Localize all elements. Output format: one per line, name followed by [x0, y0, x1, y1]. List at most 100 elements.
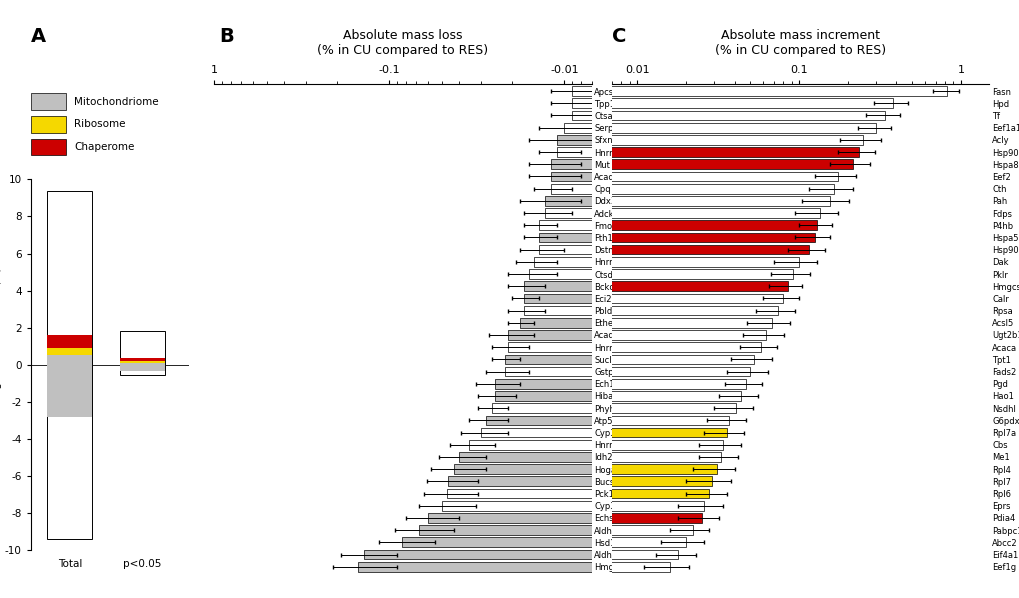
Title: Absolute mass loss
(% in CU compared to RES): Absolute mass loss (% in CU compared to …: [317, 29, 488, 57]
Bar: [0, 159, 852, 169]
Text: Mitochondriome: Mitochondriome: [74, 97, 159, 106]
Bar: [0, 562, 669, 572]
Bar: [572, 86, 1019, 96]
Bar: [550, 184, 1019, 194]
Bar: [550, 172, 1019, 181]
Bar: [358, 562, 1019, 572]
Bar: [494, 379, 1019, 389]
Bar: [120, 358, 165, 361]
Bar: [480, 428, 1019, 438]
Bar: [544, 208, 1019, 218]
Title: Absolute mass increment
(% in CU compared to RES): Absolute mass increment (% in CU compare…: [714, 29, 886, 57]
Bar: [0, 330, 765, 340]
Bar: [0, 172, 838, 181]
Bar: [0, 379, 745, 389]
Bar: [0, 281, 787, 291]
Bar: [544, 196, 1019, 206]
Bar: [0, 452, 720, 462]
Bar: [0, 245, 808, 255]
Bar: [0, 501, 703, 511]
Bar: [550, 159, 1019, 169]
Bar: [448, 477, 1019, 486]
Bar: [494, 391, 1019, 401]
Bar: [572, 111, 1019, 120]
Bar: [0, 111, 884, 120]
Text: A: A: [31, 27, 46, 46]
Bar: [47, 365, 92, 539]
Text: Chaperome: Chaperome: [74, 142, 135, 152]
Text: Ribosome: Ribosome: [74, 120, 125, 129]
Bar: [533, 257, 1019, 267]
Bar: [47, 365, 92, 417]
Bar: [0, 257, 798, 267]
Bar: [0, 269, 793, 279]
Bar: [564, 123, 1019, 133]
Bar: [556, 147, 1019, 157]
Bar: [0, 550, 678, 560]
Bar: [0, 538, 685, 547]
Bar: [418, 525, 1019, 535]
Bar: [0, 208, 819, 218]
Bar: [364, 550, 1019, 560]
Bar: [507, 330, 1019, 340]
Bar: [0, 428, 727, 438]
Bar: [0, 220, 816, 230]
Bar: [538, 233, 1019, 242]
Bar: [120, 331, 165, 365]
Bar: [504, 355, 1019, 364]
Bar: [0, 318, 771, 328]
Bar: [0, 196, 829, 206]
Bar: [524, 281, 1019, 291]
Bar: [453, 464, 1019, 474]
Bar: [0, 464, 716, 474]
Bar: [538, 220, 1019, 230]
Bar: [120, 365, 165, 371]
Bar: [556, 135, 1019, 145]
Bar: [528, 269, 1019, 279]
Bar: [469, 440, 1019, 450]
Bar: [0, 135, 862, 145]
Bar: [47, 355, 92, 365]
Bar: [0, 86, 946, 96]
Text: B: B: [219, 27, 233, 46]
Bar: [0, 367, 750, 377]
Bar: [120, 362, 165, 365]
Bar: [0, 184, 834, 194]
Y-axis label: Absoulte change in mass fraction (%): Absoulte change in mass fraction (%): [0, 267, 2, 463]
Bar: [520, 318, 1019, 328]
Bar: [491, 403, 1019, 413]
Bar: [507, 342, 1019, 352]
Bar: [0, 489, 709, 499]
Bar: [0, 477, 711, 486]
Bar: [0, 342, 760, 352]
Bar: [441, 501, 1019, 511]
Bar: [0, 391, 741, 401]
Bar: [47, 335, 92, 347]
Bar: [504, 367, 1019, 377]
Bar: [47, 347, 92, 355]
Bar: [401, 538, 1019, 547]
Bar: [0, 513, 701, 523]
Bar: [459, 452, 1019, 462]
Bar: [0, 123, 875, 133]
Bar: [428, 513, 1019, 523]
Bar: [0, 440, 722, 450]
Bar: [486, 416, 1019, 425]
Bar: [0, 98, 892, 108]
Bar: [120, 365, 165, 375]
Text: C: C: [611, 27, 626, 46]
Bar: [0, 233, 814, 242]
Bar: [0, 416, 729, 425]
Bar: [0, 147, 858, 157]
Bar: [538, 245, 1019, 255]
Bar: [572, 98, 1019, 108]
Bar: [0, 525, 692, 535]
Bar: [524, 294, 1019, 303]
Bar: [446, 489, 1019, 499]
Bar: [0, 355, 754, 364]
Bar: [524, 306, 1019, 316]
Bar: [0, 306, 777, 316]
Bar: [0, 403, 736, 413]
Bar: [120, 361, 165, 362]
Bar: [47, 191, 92, 365]
